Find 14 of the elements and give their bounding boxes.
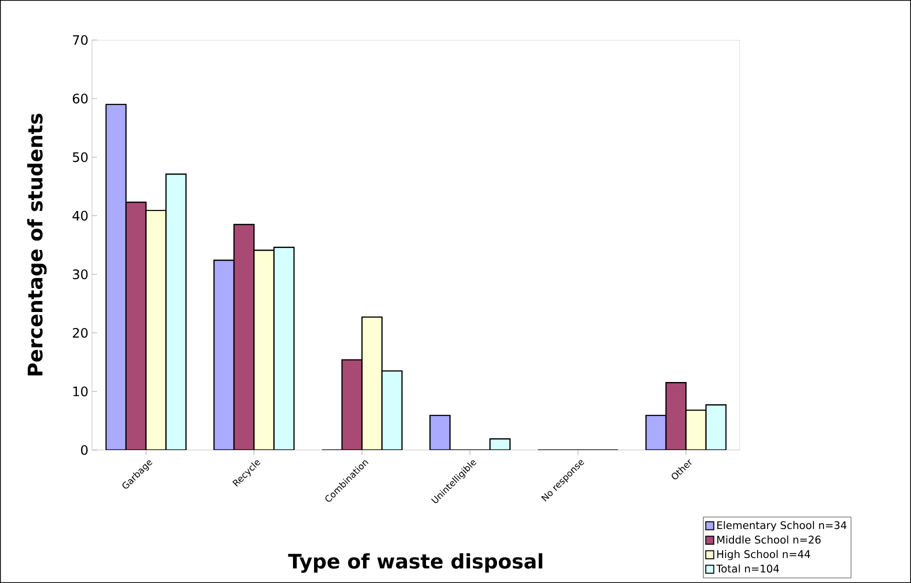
legend-label: Total n=104 [716, 564, 780, 573]
y-axis-title: Percentage of students [27, 114, 47, 376]
y-tick-label: 70 [73, 35, 88, 45]
x-axis-title: Type of waste disposal [288, 553, 542, 573]
legend-label: Elementary School n=34 [717, 521, 846, 532]
legend-label: Middle School n=26 [717, 536, 821, 544]
y-tick-label: 30 [72, 269, 88, 280]
y-tick-label: 20 [72, 328, 88, 338]
y-tick-label: 60 [72, 94, 88, 104]
y-tick-label: 40 [72, 210, 88, 221]
y-tick-label: 10 [73, 386, 88, 396]
y-tick-label: 0 [81, 445, 88, 455]
legend-label: High School n=44 [717, 550, 810, 560]
y-tick-label: 50 [72, 152, 88, 162]
